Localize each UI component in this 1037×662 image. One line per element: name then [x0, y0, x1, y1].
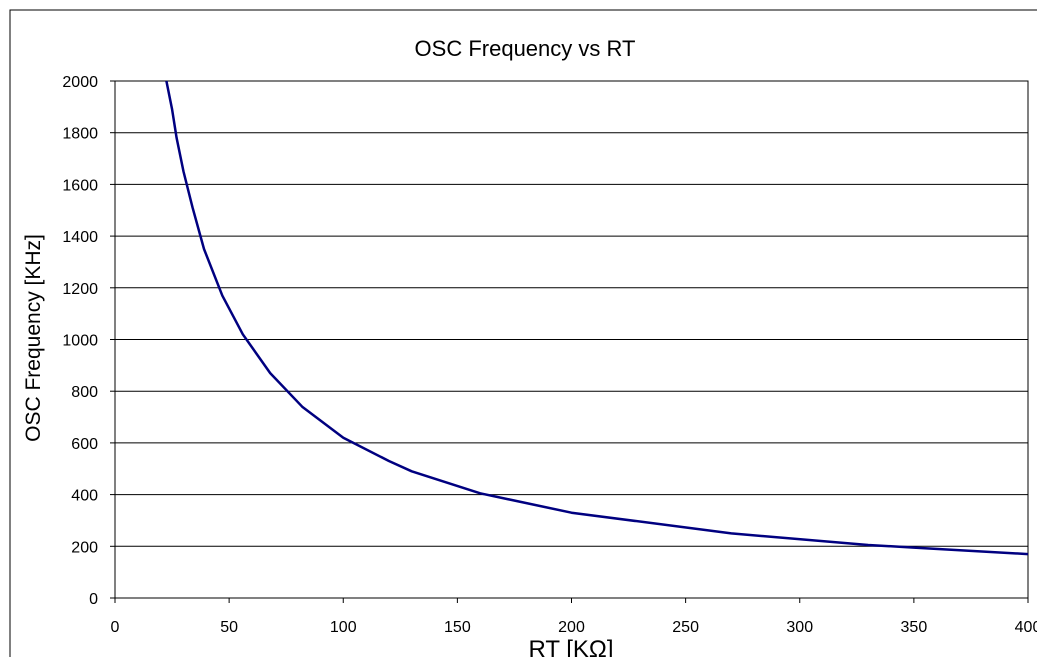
y-tick-label: 200 [71, 539, 98, 556]
x-tick-label: 400 [1015, 619, 1037, 636]
y-tick-label: 1400 [62, 229, 98, 246]
series-layer [165, 80, 1029, 556]
x-tick-label: 200 [558, 619, 585, 636]
y-tick-label: 1200 [62, 281, 98, 298]
y-tick-label: 600 [71, 436, 98, 453]
series-line-0 [165, 80, 1029, 556]
y-tick-label: 2000 [62, 74, 98, 91]
x-tick-label: 350 [901, 619, 928, 636]
y-tick-label: 800 [71, 384, 98, 401]
plot-area [114, 80, 1029, 599]
chart-title: OSC Frequency vs RT [415, 36, 636, 61]
y-axis-label: OSC Frequency [KHz] [22, 234, 45, 442]
y-tick-labels: 0 200 400 600 800 1000 1200 1600 1400 1800 2000 [62, 74, 98, 608]
y-tick-label: 1800 [62, 126, 98, 143]
x-tick-labels: 0 50 100 150 200 250 300 350 400 [111, 619, 1037, 636]
y-tick-label: 0 [89, 591, 98, 608]
x-tick-label: 50 [220, 619, 238, 636]
y-tick-label: 1600 [62, 177, 98, 194]
y-tick-label: 400 [71, 488, 98, 505]
x-axis-label: RT [KΩ] [528, 636, 613, 657]
x-tick-label: 100 [330, 619, 357, 636]
chart-outer-border [9, 9, 1037, 662]
x-tick-label: 300 [786, 619, 813, 636]
x-tick-label: 250 [672, 619, 699, 636]
y-tick-label: 1000 [62, 333, 98, 350]
x-tick-label: 150 [444, 619, 471, 636]
x-tick-label: 0 [111, 619, 120, 636]
